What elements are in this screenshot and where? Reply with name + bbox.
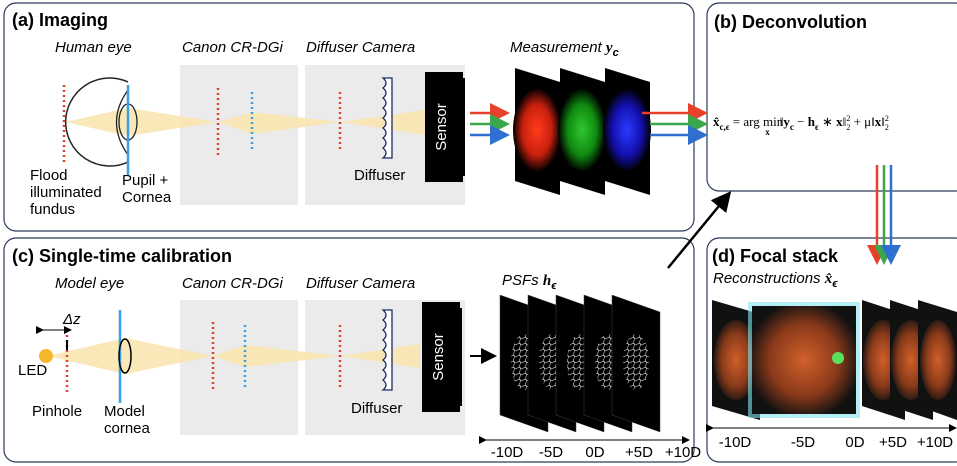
reconstruction-image — [714, 320, 758, 400]
reconstruction-image — [920, 320, 956, 400]
measurement-image — [603, 88, 651, 172]
eye — [115, 89, 129, 156]
label: Sensor — [430, 333, 447, 381]
optic-disc — [832, 352, 844, 364]
sensor — [452, 308, 462, 406]
light-beam — [65, 108, 425, 136]
psf-stack — [499, 294, 661, 433]
axis-label: +5D — [625, 444, 653, 461]
panel-frame — [3, 237, 695, 463]
label: LED — [18, 362, 47, 379]
panel-title: (b) Deconvolution — [714, 12, 867, 32]
label: Reconstructions x̂ϵ — [713, 270, 838, 290]
label: Pinhole — [32, 403, 82, 420]
sensor — [455, 78, 465, 176]
label: Diffuser — [354, 167, 405, 184]
measurement-image — [513, 88, 561, 172]
diffuser — [381, 77, 393, 159]
panel-frame — [706, 237, 957, 463]
label: Canon CR-DGi — [182, 275, 284, 292]
label: Model cornea — [104, 403, 151, 437]
led — [39, 349, 53, 363]
device-box — [180, 300, 298, 435]
label: Pupil + Cornea — [122, 172, 172, 206]
axis-labels: -10D -5D 0D +5D +10D — [491, 444, 702, 461]
axis-label: -10D — [491, 444, 524, 461]
axis-label: -5D — [539, 444, 563, 461]
psf-pattern — [623, 334, 649, 390]
label: Sensor — [433, 103, 450, 151]
label: Model eye — [55, 275, 124, 292]
axis-label: -5D — [791, 434, 815, 451]
axis-label: 0D — [585, 444, 604, 461]
label: Diffuser Camera — [306, 39, 415, 56]
label: Diffuser Camera — [306, 275, 415, 292]
axis-label: +5D — [879, 434, 907, 451]
eye — [64, 77, 129, 167]
equation: x̂c,ϵ = arg min x‖yc − hϵ ∗ x‖22 + μ‖x‖22 — [713, 114, 889, 137]
panel-title: (c) Single-time calibration — [12, 246, 232, 266]
axis-label: 0D — [845, 434, 864, 451]
measurement-image — [558, 88, 606, 172]
label: Diffuser — [351, 400, 402, 417]
label: Measurement yc — [510, 39, 619, 59]
panel-title: (d) Focal stack — [712, 246, 839, 266]
panel-frame — [706, 2, 957, 192]
label: Canon CR-DGi — [182, 39, 284, 56]
label: Flood illuminated fundus — [30, 167, 102, 218]
arrow — [667, 191, 732, 269]
light-beam — [48, 338, 420, 374]
label: PSFs hϵ — [502, 272, 557, 292]
diffuser — [381, 309, 393, 391]
lens — [118, 338, 132, 374]
axis-label: +10D — [917, 434, 953, 451]
label: Human eye — [55, 39, 132, 56]
axis-label: +10D — [665, 444, 701, 461]
label: Δz — [62, 311, 81, 328]
axis-labels: -10D -5D 0D +5D +10D — [719, 434, 954, 451]
device-box — [180, 65, 298, 205]
panel-title: (a) Imaging — [12, 10, 108, 30]
axis-label: -10D — [719, 434, 752, 451]
